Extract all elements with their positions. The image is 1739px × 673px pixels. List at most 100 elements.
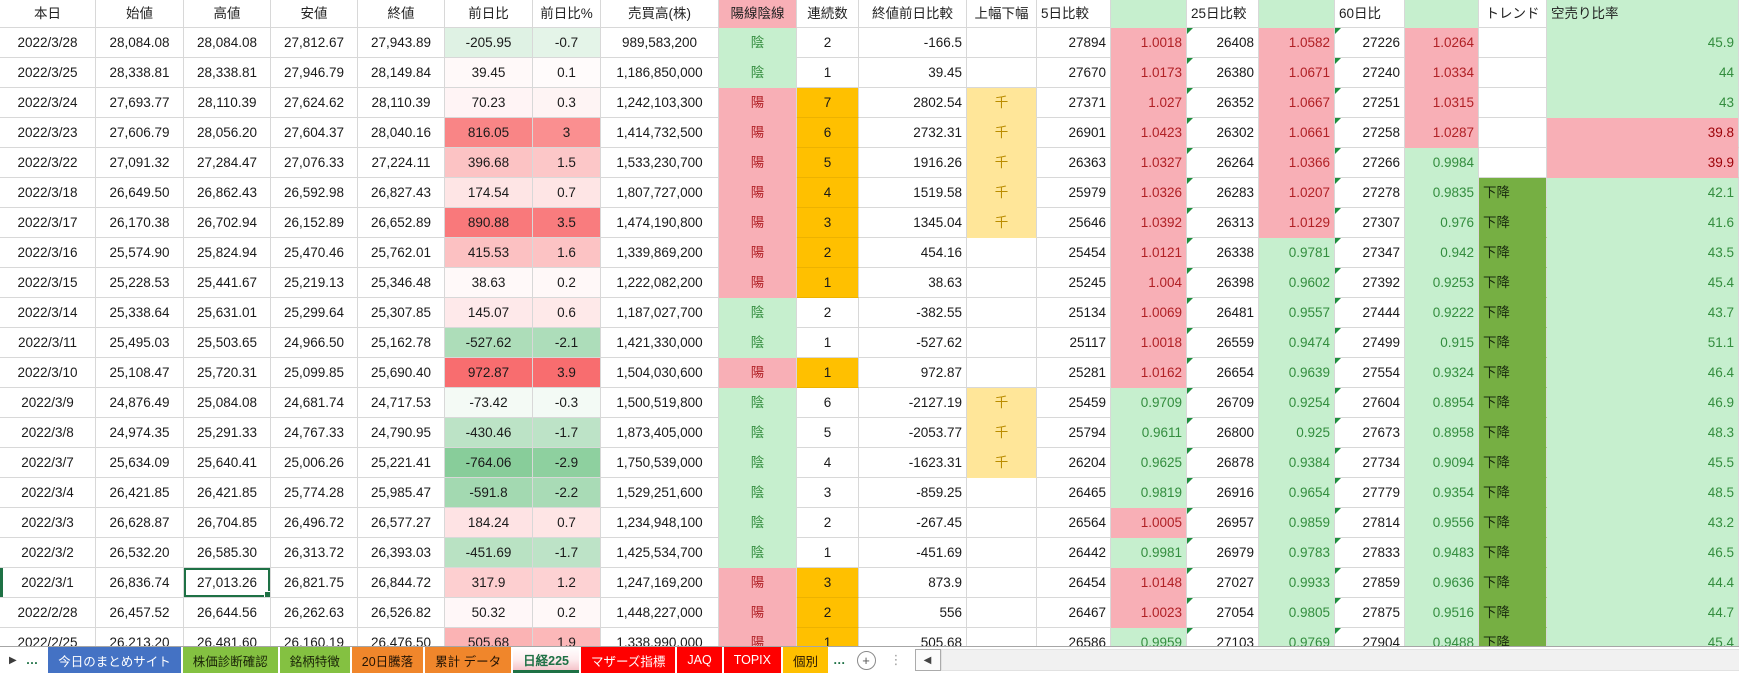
cell-streak[interactable]: 2	[797, 298, 859, 328]
cell-d5[interactable]: 26204	[1037, 448, 1111, 478]
cell-volume[interactable]: 1,529,251,600	[601, 478, 719, 508]
cell-date[interactable]: 2022/3/2	[0, 538, 96, 568]
cell-d60[interactable]: 27251	[1335, 88, 1405, 118]
cell-high[interactable]: 26,704.85	[184, 508, 271, 538]
cell-open[interactable]: 25,108.47	[96, 358, 184, 388]
cell-shortRatio[interactable]: 48.3	[1547, 418, 1739, 448]
cell-high[interactable]: 25,503.65	[184, 328, 271, 358]
cell-change[interactable]: 145.07	[445, 298, 533, 328]
cell-trend[interactable]	[1479, 58, 1547, 88]
cell-close[interactable]: 28,040.16	[358, 118, 445, 148]
column-header-change[interactable]: 前日比	[445, 0, 533, 28]
cell-candle[interactable]: 陰	[719, 28, 797, 58]
cell-d25r[interactable]: 0.9254	[1259, 388, 1335, 418]
sheet-tabs-overflow-icon[interactable]: …	[833, 653, 846, 667]
cell-streak[interactable]: 1	[797, 358, 859, 388]
cell-d60[interactable]: 27814	[1335, 508, 1405, 538]
cell-change[interactable]: -591.8	[445, 478, 533, 508]
cell-d5r[interactable]: 0.9625	[1111, 448, 1187, 478]
cell-date[interactable]: 2022/2/25	[0, 628, 96, 646]
cell-streak[interactable]: 2	[797, 28, 859, 58]
cell-low[interactable]: 26,160.19	[271, 628, 358, 646]
cell-volume[interactable]: 1,421,330,000	[601, 328, 719, 358]
cell-close[interactable]: 27,943.89	[358, 28, 445, 58]
cell-candle[interactable]: 陽	[719, 178, 797, 208]
cell-high[interactable]: 26,862.43	[184, 178, 271, 208]
cell-closeDiff[interactable]: 972.87	[859, 358, 967, 388]
cell-d5r[interactable]: 0.9819	[1111, 478, 1187, 508]
cell-change[interactable]: -451.69	[445, 538, 533, 568]
cell-close[interactable]: 26,393.03	[358, 538, 445, 568]
cell-streak[interactable]: 4	[797, 178, 859, 208]
cell-d60r[interactable]: 0.9488	[1405, 628, 1479, 646]
cell-trend[interactable]: 下降	[1479, 298, 1547, 328]
cell-close[interactable]: 28,149.84	[358, 58, 445, 88]
cell-candle[interactable]: 陽	[719, 598, 797, 628]
cell-open[interactable]: 26,457.52	[96, 598, 184, 628]
cell-close[interactable]: 25,690.40	[358, 358, 445, 388]
cell-d60[interactable]: 27258	[1335, 118, 1405, 148]
cell-trend[interactable]: 下降	[1479, 328, 1547, 358]
cell-d5r[interactable]: 1.0327	[1111, 148, 1187, 178]
cell-d25[interactable]: 27103	[1187, 628, 1259, 646]
cell-shortRatio[interactable]: 44	[1547, 58, 1739, 88]
cell-candle[interactable]: 陰	[719, 418, 797, 448]
cell-low[interactable]: 26,152.89	[271, 208, 358, 238]
cell-d60r[interactable]: 1.0315	[1405, 88, 1479, 118]
column-header-candle[interactable]: 陽線陰線	[719, 0, 797, 28]
cell-change[interactable]: -73.42	[445, 388, 533, 418]
cell-low[interactable]: 27,624.62	[271, 88, 358, 118]
cell-close[interactable]: 25,346.48	[358, 268, 445, 298]
cell-d5r[interactable]: 1.0423	[1111, 118, 1187, 148]
cell-high[interactable]: 25,720.31	[184, 358, 271, 388]
cell-d60r[interactable]: 0.9094	[1405, 448, 1479, 478]
cell-d25[interactable]: 26313	[1187, 208, 1259, 238]
cell-trend[interactable]: 下降	[1479, 568, 1547, 598]
cell-d60[interactable]: 27833	[1335, 538, 1405, 568]
cell-date[interactable]: 2022/3/24	[0, 88, 96, 118]
cell-d60[interactable]: 27779	[1335, 478, 1405, 508]
cell-volume[interactable]: 1,247,169,200	[601, 568, 719, 598]
cell-changePct[interactable]: 1.2	[533, 568, 601, 598]
cell-d25r[interactable]: 1.0667	[1259, 88, 1335, 118]
cell-change[interactable]: 415.53	[445, 238, 533, 268]
cell-widthFlag[interactable]	[967, 568, 1037, 598]
cell-closeDiff[interactable]: -2127.19	[859, 388, 967, 418]
cell-open[interactable]: 25,338.64	[96, 298, 184, 328]
sheet-tab-7[interactable]: JAQ	[677, 647, 722, 673]
cell-candle[interactable]: 陽	[719, 628, 797, 646]
column-header-streak[interactable]: 連続数	[797, 0, 859, 28]
cell-change[interactable]: 184.24	[445, 508, 533, 538]
cell-d60[interactable]: 27554	[1335, 358, 1405, 388]
cell-d25r[interactable]: 1.0582	[1259, 28, 1335, 58]
cell-d60[interactable]: 27604	[1335, 388, 1405, 418]
cell-widthFlag[interactable]	[967, 358, 1037, 388]
cell-d25r[interactable]: 0.9859	[1259, 508, 1335, 538]
cell-trend[interactable]: 下降	[1479, 238, 1547, 268]
cell-volume[interactable]: 1,187,027,700	[601, 298, 719, 328]
cell-low[interactable]: 27,812.67	[271, 28, 358, 58]
cell-high[interactable]: 25,631.01	[184, 298, 271, 328]
cell-changePct[interactable]: 0.6	[533, 298, 601, 328]
cell-d5r[interactable]: 1.0018	[1111, 328, 1187, 358]
cell-candle[interactable]: 陽	[719, 568, 797, 598]
cell-shortRatio[interactable]: 39.8	[1547, 118, 1739, 148]
cell-d5r[interactable]: 1.0023	[1111, 598, 1187, 628]
cell-streak[interactable]: 1	[797, 268, 859, 298]
cell-d25[interactable]: 26338	[1187, 238, 1259, 268]
cell-d25r[interactable]: 1.0671	[1259, 58, 1335, 88]
cell-widthFlag[interactable]: 千	[967, 178, 1037, 208]
cell-shortRatio[interactable]: 48.5	[1547, 478, 1739, 508]
cell-d5r[interactable]: 0.9611	[1111, 418, 1187, 448]
cell-d25r[interactable]: 0.9602	[1259, 268, 1335, 298]
cell-date[interactable]: 2022/3/17	[0, 208, 96, 238]
cell-open[interactable]: 26,649.50	[96, 178, 184, 208]
cell-closeDiff[interactable]: -2053.77	[859, 418, 967, 448]
cell-streak[interactable]: 4	[797, 448, 859, 478]
cell-open[interactable]: 26,836.74	[96, 568, 184, 598]
cell-candle[interactable]: 陽	[719, 88, 797, 118]
sheet-nav-more-icon[interactable]: …	[25, 653, 40, 667]
cell-shortRatio[interactable]: 43.2	[1547, 508, 1739, 538]
cell-widthFlag[interactable]	[967, 538, 1037, 568]
cell-streak[interactable]: 1	[797, 538, 859, 568]
